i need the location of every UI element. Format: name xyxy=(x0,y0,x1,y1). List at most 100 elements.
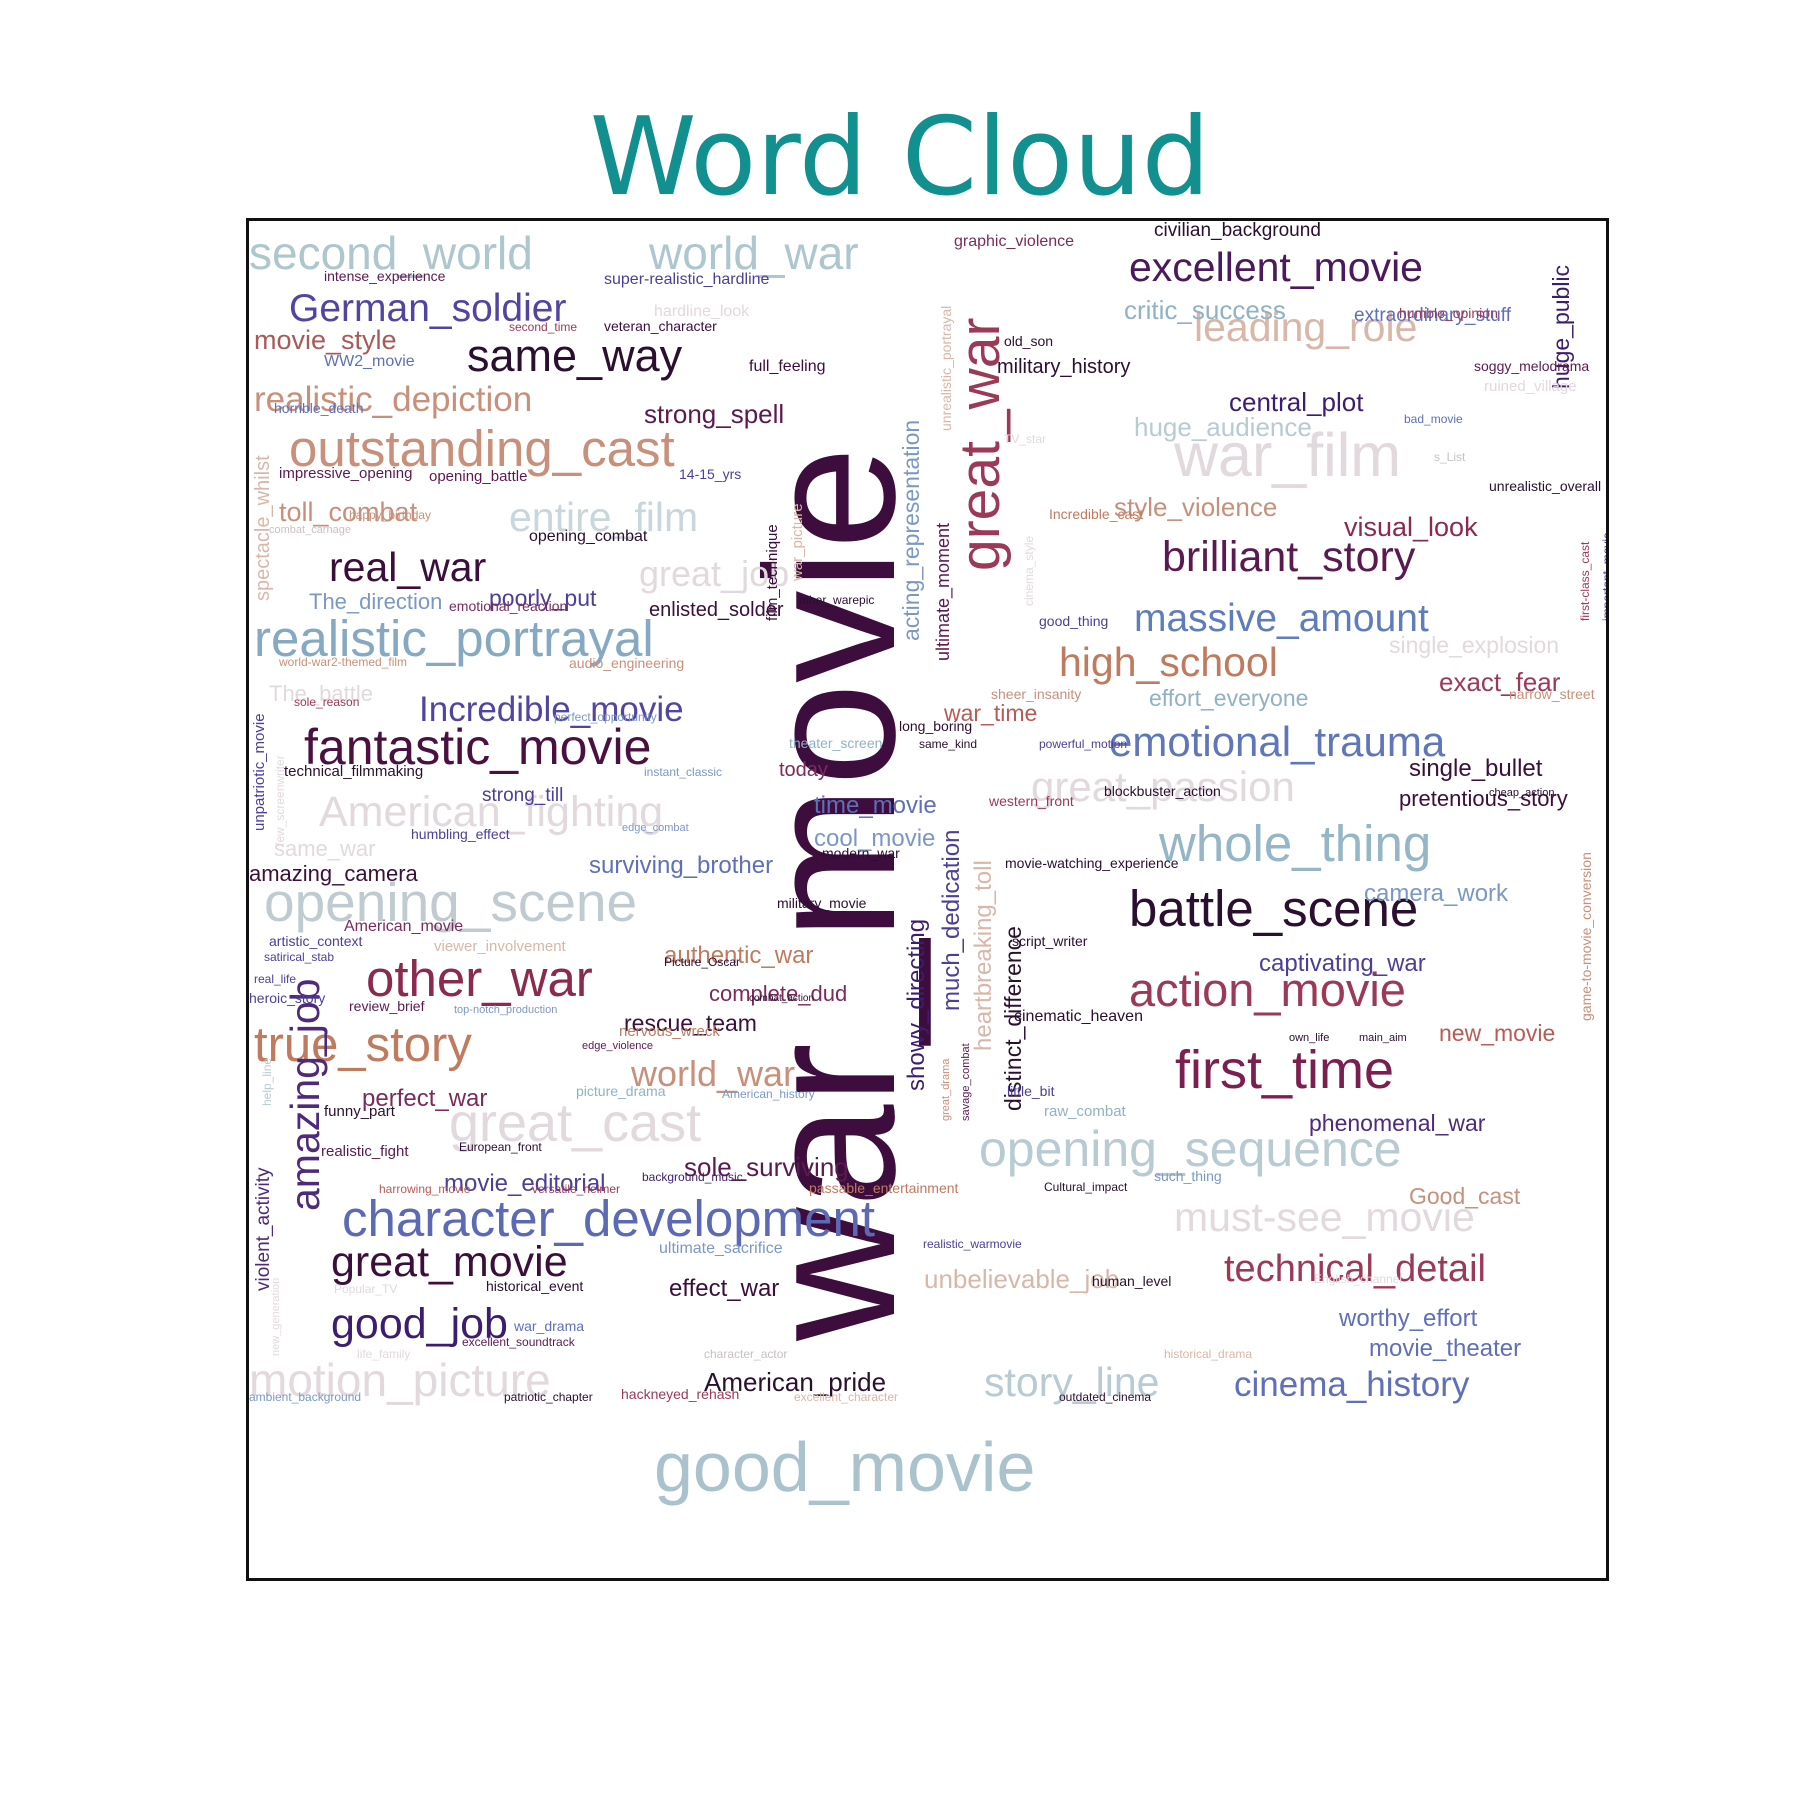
word-life-family: life_family xyxy=(357,1347,410,1361)
word-real-war: real_war xyxy=(329,544,486,590)
word-patriotic-chapter: patriotic_chapter xyxy=(504,1390,593,1404)
word-cheap-action: cheap_action xyxy=(1489,787,1554,799)
word-super-realistic-hardline: super-realistic_hardline xyxy=(604,271,770,288)
word-happy-birthday: happy_birthday xyxy=(349,508,431,522)
word-great-passion: great_passion xyxy=(1031,763,1295,810)
word-long-boring: long_boring xyxy=(899,718,972,734)
word-violent-activity: violent_activity xyxy=(253,1167,274,1291)
word-emotional-reaction: emotional_reaction xyxy=(449,598,567,614)
word-fantastic-movie: fantastic_movie xyxy=(304,719,651,775)
word-ambient-background: ambient_background xyxy=(249,1390,361,1404)
word-story-line: story_line xyxy=(984,1359,1159,1405)
word-war-movie: war_movie xyxy=(728,447,934,1342)
word-excellent-movie: excellent_movie xyxy=(1129,244,1423,290)
word-theater-screen: theater_screen xyxy=(789,735,882,751)
word-same-war: same_war xyxy=(274,836,375,861)
word-visual-look: visual_look xyxy=(1344,512,1478,542)
word-cultural-impact: Cultural_impact xyxy=(1044,1180,1128,1194)
word-sole-reason: sole_reason xyxy=(294,695,359,709)
word-leading-role: leading_role xyxy=(1194,304,1417,350)
word-sheer-insanity: sheer_insanity xyxy=(991,686,1081,702)
word-spectacle-whilst: spectacle_whilst xyxy=(252,455,274,601)
word-second-time: second_time xyxy=(509,320,577,334)
word-exact-fear: exact_fear xyxy=(1439,667,1561,697)
chart-title: Word Cloud xyxy=(589,95,1211,220)
word-surviving-brother: surviving_brother xyxy=(589,852,773,879)
word-unrealistic-portrayal: unrealistic_portrayal xyxy=(938,306,954,431)
word-versatile-helmer: versatile_helmer xyxy=(532,1182,620,1196)
word-incredible-cast: Incredible_cast xyxy=(1049,506,1143,522)
word-german-soldier: German_soldier xyxy=(289,287,566,330)
word-american-history: American_history xyxy=(722,1087,815,1101)
word-same-way: same_way xyxy=(467,330,683,381)
word-veteran-character: veteran_character xyxy=(604,318,717,334)
word-movie-editorial: movie_editorial xyxy=(444,1170,605,1197)
word-good-movie: good_movie xyxy=(654,1428,1035,1506)
word-nervous-wreck: nervous_wreck xyxy=(619,1023,720,1040)
word-civilian-background: civilian_background xyxy=(1154,221,1321,241)
word-horrible-death: horrible_death xyxy=(274,400,364,416)
word-audio-engineering: audio_engineering xyxy=(569,655,684,671)
word-amazing-camera: amazing_camera xyxy=(249,861,419,886)
word-full-feeling: full_feeling xyxy=(749,358,826,375)
word-few-screenwriter: few_screenwriter xyxy=(273,755,287,846)
word-excellent-character: excellent_character xyxy=(794,1390,898,1404)
word-popular-tv: Popular_TV xyxy=(334,1282,397,1296)
word-humble-opinion: humble_opinion xyxy=(1399,305,1498,321)
word-war-time: war_time xyxy=(943,700,1037,726)
word-soggy-melodrama: soggy_melodrama xyxy=(1474,358,1589,374)
word-savage-combat: savage_combat xyxy=(960,1043,972,1121)
word-single-explosion: single_explosion xyxy=(1389,632,1559,658)
word-motion-picture: motion_picture xyxy=(249,1354,551,1406)
word-viewer-involvement: viewer_involvement xyxy=(434,938,567,955)
word-the-battle: The_battle xyxy=(269,681,373,706)
word-help-line: help_line xyxy=(260,1058,274,1106)
word-war-picture: war_picture xyxy=(789,503,806,582)
word-acting-representation: acting_representation xyxy=(898,420,924,641)
word-top-notch-production: top-notch_production xyxy=(454,1004,557,1016)
word-today: today xyxy=(779,759,828,781)
word-heroic-story: heroic_story xyxy=(249,990,325,1006)
word-must-see-movie: must-see_movie xyxy=(1174,1194,1475,1240)
word-other-warepic: other_warepic xyxy=(799,593,874,607)
word-true-story: true_story xyxy=(254,1018,472,1072)
word-combat-action: combat_action xyxy=(749,993,814,1004)
word-raw-combat: raw_combat xyxy=(1044,1103,1127,1120)
word-incredible-movie: Incredible_movie xyxy=(419,690,684,729)
word-rescue-team: rescue_team xyxy=(624,1010,757,1036)
word-edge-violence: edge_violence xyxy=(582,1040,653,1052)
word-good-cast: Good_cast xyxy=(1409,1183,1521,1209)
word-new-movie: new_movie xyxy=(1439,1020,1555,1046)
word-important-movie: important_movie xyxy=(1600,532,1606,621)
word-realistic-fight: realistic_fight xyxy=(321,1143,409,1160)
word-entire-film: entire_film xyxy=(509,494,698,540)
word-same-kind: same_kind xyxy=(919,737,977,751)
word-phenomenal-war: phenomenal_war xyxy=(1309,1110,1486,1136)
word-narrow-street: narrow_street xyxy=(1509,686,1595,702)
word-such-thing: such_thing xyxy=(1154,1168,1222,1184)
word-real-life: real_life xyxy=(254,972,296,986)
word-second-world: second_world xyxy=(249,227,533,279)
word-little-bit: little_bit xyxy=(1007,1083,1055,1099)
word-huge-public: huge_public xyxy=(1548,265,1574,389)
word-pretentious-story: pretentious_story xyxy=(1399,786,1568,811)
word-cloud-frame: war_movie good_movie second_world world_war… xyxy=(246,218,1609,1581)
word-whole-thing: whole_thing xyxy=(1158,815,1431,872)
word-cloud-canvas: war_movie good_movie second_world world_war… xyxy=(249,221,1606,1506)
word-excellent-soundtrack: excellent_soundtrack xyxy=(462,1335,576,1349)
word-camera-work: camera_work xyxy=(1364,880,1509,907)
word-american-fighting: American_fighting xyxy=(319,788,663,836)
word-hardline-look: hardline_look xyxy=(654,303,750,320)
word-style-violence: style_violence xyxy=(1114,492,1277,522)
word-good-thing: good_thing xyxy=(1039,613,1108,629)
word-other-war: other_war xyxy=(366,950,593,1007)
word-character-actor: character_actor xyxy=(704,1347,787,1361)
word-military-history: military_history xyxy=(997,356,1130,378)
word-historical-drama: historical_drama xyxy=(1164,1347,1252,1361)
word-cinematic-heaven: cinematic_heaven xyxy=(1014,1008,1143,1025)
word-opening-combat: opening_combat xyxy=(529,528,648,545)
word-funny-part: funny_part xyxy=(324,1103,396,1120)
word-outdated-cinema: outdated_cinema xyxy=(1059,1390,1151,1404)
word-perfect-opportunity: perfect_opportunity xyxy=(554,710,657,724)
word-world-war: world_war xyxy=(630,1053,795,1094)
